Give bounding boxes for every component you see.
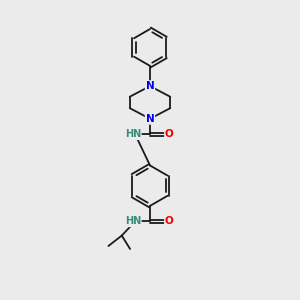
Text: O: O bbox=[165, 216, 174, 226]
Text: HN: HN bbox=[124, 129, 141, 139]
Text: N: N bbox=[146, 81, 154, 91]
Text: N: N bbox=[146, 114, 154, 124]
Text: HN: HN bbox=[124, 216, 141, 226]
Text: O: O bbox=[165, 129, 174, 139]
